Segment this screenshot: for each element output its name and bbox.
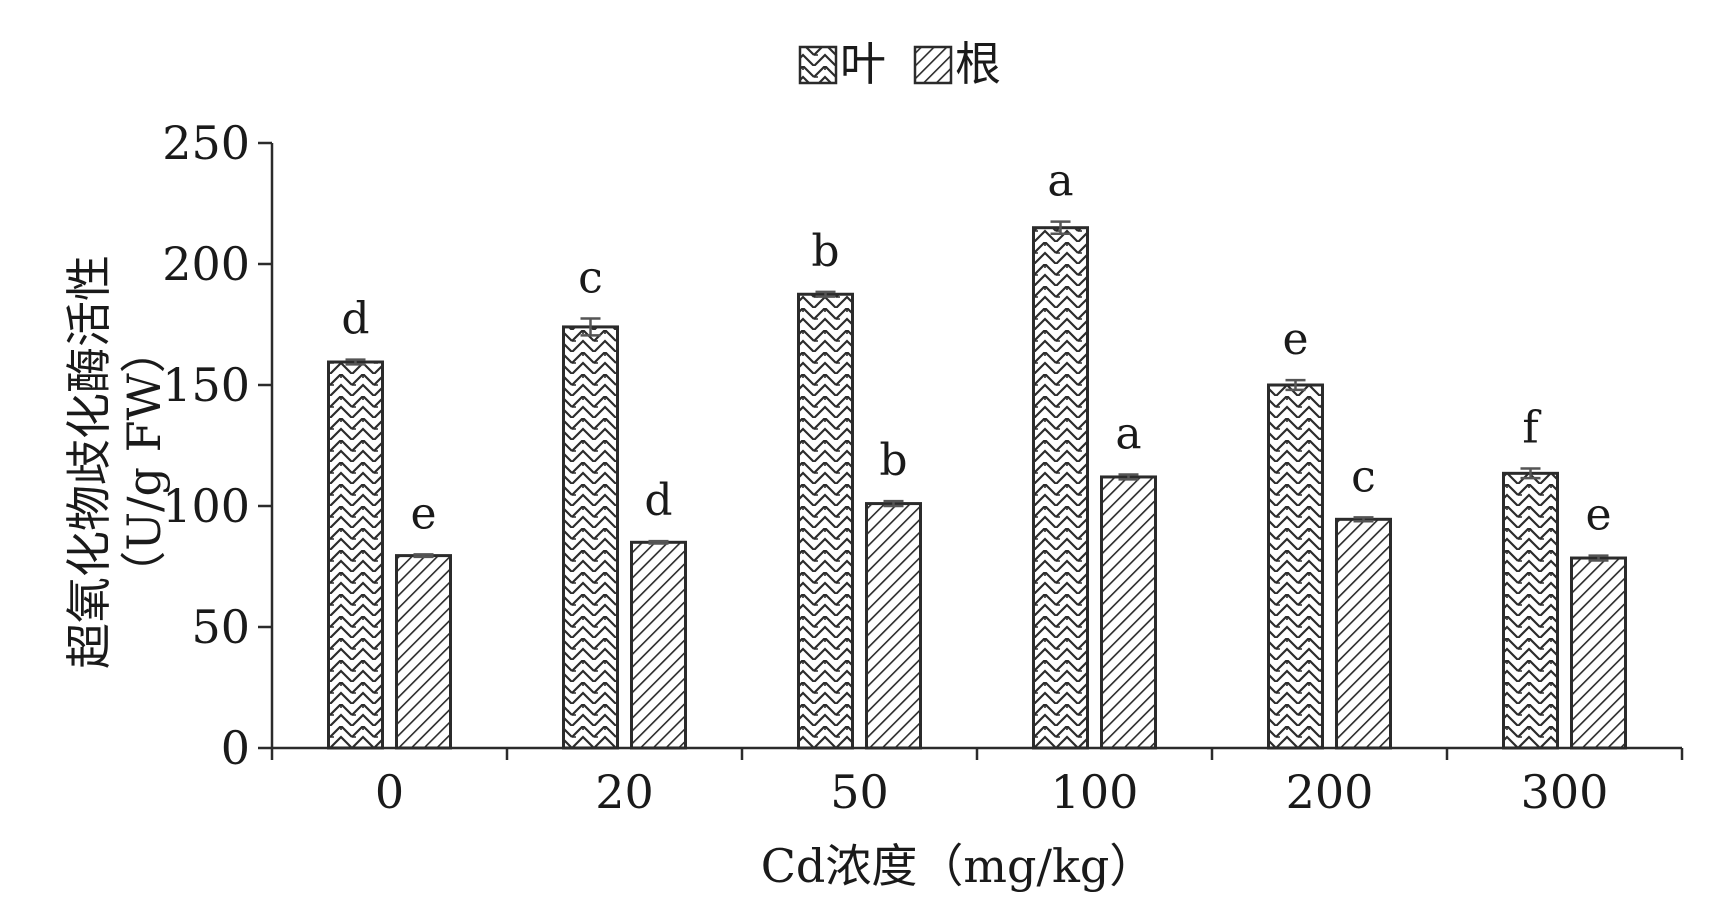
bar-s0-5 (1502, 471, 1559, 750)
y-axis-title-line2: （U/g FW） (117, 327, 171, 597)
significance-label-s1-3: a (1115, 409, 1141, 460)
significance-label-s0-1: c (578, 252, 603, 303)
significance-label-s0-5: f (1522, 402, 1541, 453)
bar-s1-4 (1335, 517, 1392, 750)
significance-label-s0-4: e (1282, 314, 1308, 365)
bar-s1-3 (1100, 475, 1157, 750)
significance-label-s1-5: e (1585, 490, 1611, 541)
axes (270, 143, 1682, 750)
bar-s0-3 (1032, 226, 1089, 750)
significance-label-s1-1: d (644, 475, 672, 526)
x-tick-label-5: 300 (1521, 765, 1609, 819)
bar-s1-2 (865, 502, 922, 750)
legend-swatch-leaf (798, 45, 838, 85)
y-tick-label-3: 150 (162, 358, 250, 412)
y-tick-label-5: 250 (162, 116, 250, 170)
y-ticks: 0 50 100 150 200 250 (162, 116, 272, 775)
x-tick-label-1: 20 (595, 765, 654, 819)
y-axis-title-line1: 超氧化物歧化酶活性 (62, 255, 116, 669)
legend-label-leaf: 叶 (840, 37, 886, 91)
y-tick-label-4: 200 (162, 237, 250, 291)
significance-label-s0-2: b (811, 226, 839, 277)
significance-label-s1-2: b (879, 435, 907, 486)
x-ticks: 0 20 50 100 200 300 (270, 748, 1684, 819)
bar-s1-1 (630, 540, 687, 750)
y-tick-label-1: 50 (191, 600, 250, 654)
x-tick-label-4: 200 (1286, 765, 1374, 819)
bar-s0-1 (562, 325, 619, 750)
bar-s1-5 (1570, 556, 1627, 750)
y-tick-label-0: 0 (221, 721, 250, 775)
bar-s0-0 (327, 360, 384, 750)
x-axis-title: Cd浓度（mg/kg） (761, 839, 1156, 893)
legend-swatch-root (913, 45, 953, 85)
bar-s0-2 (797, 292, 854, 750)
legend-label-root: 根 (955, 37, 1001, 91)
x-tick-label-2: 50 (830, 765, 889, 819)
x-tick-label-0: 0 (375, 765, 404, 819)
bar-s0-4 (1267, 383, 1324, 750)
x-tick-label-3: 100 (1051, 765, 1139, 819)
y-tick-label-2: 100 (162, 479, 250, 533)
bar-s1-0 (395, 554, 452, 750)
significance-label-s1-4: c (1351, 451, 1376, 502)
significance-label-s1-0: e (410, 488, 436, 539)
significance-label-s0-0: d (341, 294, 369, 345)
legend: 叶 根 (798, 37, 1001, 91)
significance-label-s0-3: a (1047, 156, 1073, 207)
